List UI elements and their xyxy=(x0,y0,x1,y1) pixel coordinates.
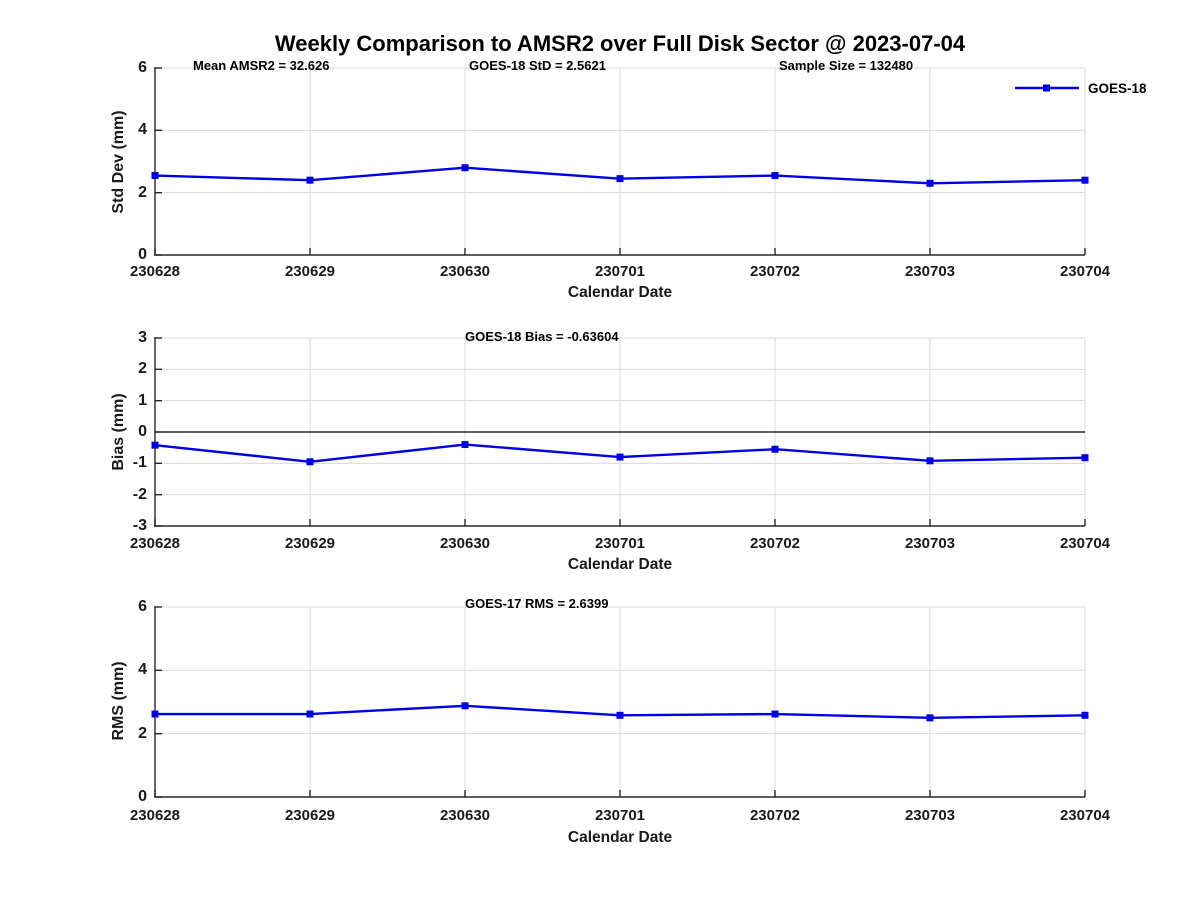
data-point-marker xyxy=(926,457,934,465)
x-tick-label: 230701 xyxy=(594,535,646,552)
x-tick-label: 230630 xyxy=(439,263,491,280)
x-tick-label: 230628 xyxy=(129,807,181,824)
x-axis-label-bias: Calendar Date xyxy=(567,556,673,573)
y-tick-label: -3 xyxy=(132,517,147,534)
y-tick-label: -2 xyxy=(132,485,147,503)
data-point-marker xyxy=(1081,711,1089,719)
x-tick-label: 230701 xyxy=(594,807,646,824)
annotation: GOES-18 Bias = -0.63604 xyxy=(465,329,619,344)
y-tick-label: 4 xyxy=(138,661,147,679)
data-point-marker xyxy=(461,164,469,172)
y-tick-label: 6 xyxy=(138,59,147,76)
annotation: GOES-17 RMS = 2.6399 xyxy=(465,596,609,611)
data-point-marker xyxy=(306,710,314,718)
legend-label: GOES-18 xyxy=(1088,80,1147,96)
data-point-marker xyxy=(151,441,159,449)
x-tick-label: 230702 xyxy=(749,263,801,280)
x-axis-label-rms: Calendar Date xyxy=(567,829,673,846)
x-tick-label: 230630 xyxy=(439,535,491,552)
figure-title: Weekly Comparison to AMSR2 over Full Dis… xyxy=(274,31,966,56)
x-tick-label: 230630 xyxy=(439,807,491,824)
y-tick-label: 2 xyxy=(138,183,147,201)
data-point-marker xyxy=(306,458,314,466)
data-point-marker xyxy=(1081,176,1089,184)
data-point-marker xyxy=(306,176,314,184)
y-tick-label: 0 xyxy=(138,788,147,805)
data-point-marker xyxy=(461,441,469,449)
legend-line-icon xyxy=(1015,84,1079,92)
data-point-marker xyxy=(771,710,779,718)
annotation: Sample Size = 132480 xyxy=(779,58,914,73)
annotation: GOES-18 StD = 2.5621 xyxy=(469,58,606,73)
x-tick-label: 230704 xyxy=(1059,535,1111,552)
x-tick-label: 230628 xyxy=(129,535,181,552)
x-tick-label: 230629 xyxy=(284,807,336,824)
data-point-marker xyxy=(151,710,159,718)
x-tick-label: 230702 xyxy=(749,535,801,552)
data-point-marker xyxy=(771,172,779,180)
y-tick-label: -1 xyxy=(132,454,147,472)
y-tick-label: 2 xyxy=(138,724,147,742)
data-point-marker xyxy=(926,714,934,722)
y-tick-label: 3 xyxy=(138,329,147,346)
y-tick-label: 4 xyxy=(138,121,147,139)
y-tick-label: 0 xyxy=(138,423,147,440)
x-tick-label: 230704 xyxy=(1059,263,1111,280)
x-tick-label: 230628 xyxy=(129,263,181,280)
x-tick-label: 230629 xyxy=(284,535,336,552)
y-tick-label: 1 xyxy=(138,391,147,409)
y-tick-label: 2 xyxy=(138,360,147,378)
x-tick-label: 230703 xyxy=(904,535,956,552)
data-point-marker xyxy=(1081,454,1089,462)
data-point-marker xyxy=(151,172,159,180)
plot-area-2 xyxy=(151,606,1089,798)
data-point-marker xyxy=(616,175,624,183)
x-tick-label: 230703 xyxy=(904,807,956,824)
data-point-marker xyxy=(616,711,624,719)
x-tick-label: 230702 xyxy=(749,807,801,824)
data-point-marker xyxy=(771,445,779,453)
data-point-marker xyxy=(461,702,469,710)
annotation: Mean AMSR2 = 32.626 xyxy=(193,58,330,73)
data-point-marker xyxy=(926,179,934,187)
plot-area-1 xyxy=(151,337,1089,527)
x-tick-label: 230701 xyxy=(594,263,646,280)
y-tick-label: 0 xyxy=(138,246,147,263)
x-tick-label: 230704 xyxy=(1059,807,1111,824)
x-tick-label: 230629 xyxy=(284,263,336,280)
y-tick-label: 6 xyxy=(138,598,147,615)
x-axis-label-stddev: Calendar Date xyxy=(567,284,673,301)
legend: GOES-18 xyxy=(1014,80,1147,96)
x-tick-label: 230703 xyxy=(904,263,956,280)
plot-area-0 xyxy=(151,67,1089,256)
data-point-marker xyxy=(616,453,624,461)
